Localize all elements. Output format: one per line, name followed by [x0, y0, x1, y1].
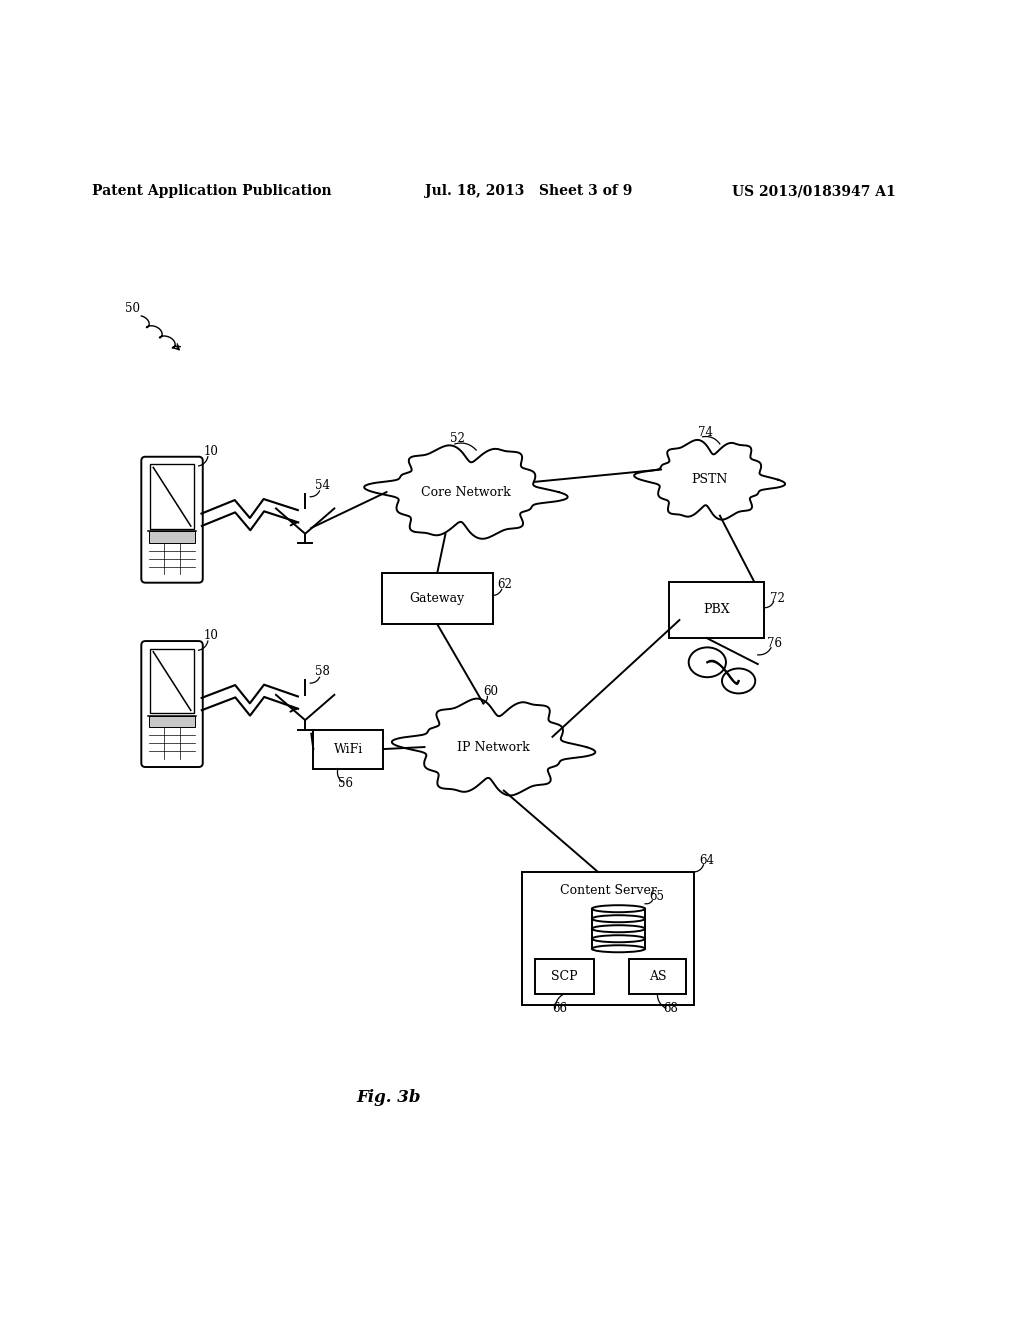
FancyBboxPatch shape	[313, 730, 383, 768]
Text: 60: 60	[483, 685, 499, 698]
Text: 66: 66	[552, 1002, 567, 1015]
Text: 10: 10	[204, 630, 219, 642]
Ellipse shape	[592, 906, 645, 912]
Text: 50: 50	[125, 302, 140, 315]
Ellipse shape	[722, 668, 756, 693]
Text: 58: 58	[315, 665, 331, 678]
Text: Patent Application Publication: Patent Application Publication	[92, 183, 332, 198]
Text: PSTN: PSTN	[691, 474, 728, 486]
Text: Content Server: Content Server	[560, 884, 656, 896]
Text: Core Network: Core Network	[421, 486, 511, 499]
Text: 65: 65	[649, 890, 665, 903]
Text: 74: 74	[698, 426, 713, 438]
Ellipse shape	[592, 915, 645, 923]
Text: 64: 64	[699, 854, 715, 867]
Text: US 2013/0183947 A1: US 2013/0183947 A1	[732, 183, 896, 198]
Text: Gateway: Gateway	[410, 593, 465, 605]
Text: 62: 62	[498, 578, 513, 591]
FancyBboxPatch shape	[382, 573, 493, 624]
Ellipse shape	[592, 945, 645, 952]
Ellipse shape	[689, 647, 726, 677]
Ellipse shape	[592, 936, 645, 942]
Text: AS: AS	[648, 970, 667, 983]
FancyBboxPatch shape	[141, 457, 203, 582]
Text: 54: 54	[315, 479, 331, 492]
Text: WiFi: WiFi	[334, 743, 362, 755]
FancyBboxPatch shape	[151, 648, 194, 713]
Text: 52: 52	[451, 432, 465, 445]
FancyBboxPatch shape	[670, 582, 764, 638]
Polygon shape	[365, 445, 567, 539]
Text: SCP: SCP	[551, 970, 578, 983]
FancyBboxPatch shape	[141, 642, 203, 767]
FancyBboxPatch shape	[522, 873, 694, 1005]
Text: 56: 56	[338, 777, 353, 789]
Ellipse shape	[592, 925, 645, 932]
FancyBboxPatch shape	[151, 465, 194, 529]
Polygon shape	[634, 440, 785, 520]
Polygon shape	[392, 698, 595, 796]
FancyBboxPatch shape	[535, 960, 594, 994]
Text: 68: 68	[664, 1002, 678, 1015]
Text: 72: 72	[770, 591, 784, 605]
Text: Jul. 18, 2013   Sheet 3 of 9: Jul. 18, 2013 Sheet 3 of 9	[425, 183, 633, 198]
Text: IP Network: IP Network	[457, 741, 530, 754]
FancyBboxPatch shape	[629, 960, 686, 994]
Text: 10: 10	[204, 445, 219, 458]
Text: PBX: PBX	[703, 603, 730, 616]
FancyBboxPatch shape	[148, 532, 196, 543]
Text: Fig. 3b: Fig. 3b	[357, 1089, 421, 1106]
FancyBboxPatch shape	[148, 715, 196, 727]
Text: 76: 76	[767, 636, 782, 649]
